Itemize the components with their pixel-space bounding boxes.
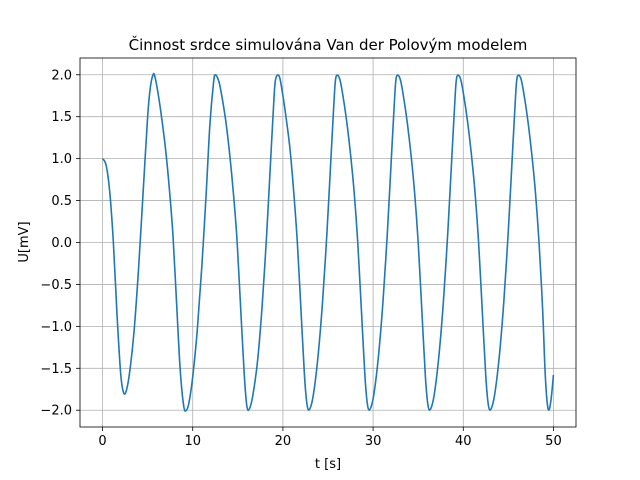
x-axis-label: t [s] [315,457,341,472]
x-tick-label: 30 [365,434,382,449]
y-tick-label: 1.5 [51,110,72,125]
y-tick-label: 0.5 [51,194,72,209]
y-tick-label: 0.0 [51,236,72,251]
x-tick-label: 0 [98,434,106,449]
y-axis-ticks: −2.0 −1.5 −1.0 −0.5 0.0 0.5 1.0 1.5 2.0 [40,68,80,419]
y-tick-label: −0.5 [40,278,72,293]
y-tick-label: 1.0 [51,152,72,167]
grid [80,58,576,427]
y-axis-label: U[mV] [17,221,32,262]
y-tick-label: −1.0 [40,320,72,335]
x-tick-label: 50 [545,434,562,449]
x-axis-ticks: 0 10 20 30 40 50 [98,427,562,449]
x-tick-label: 40 [455,434,472,449]
series-layer [101,72,555,412]
x-tick-label: 10 [184,434,201,449]
y-tick-label: 2.0 [51,68,72,83]
chart-title: Činnost srdce simulována Van der Polovým… [129,35,528,54]
series-line-0 [101,72,555,412]
y-tick-label: −1.5 [40,362,72,377]
y-tick-label: −2.0 [40,404,72,419]
x-tick-label: 20 [275,434,292,449]
